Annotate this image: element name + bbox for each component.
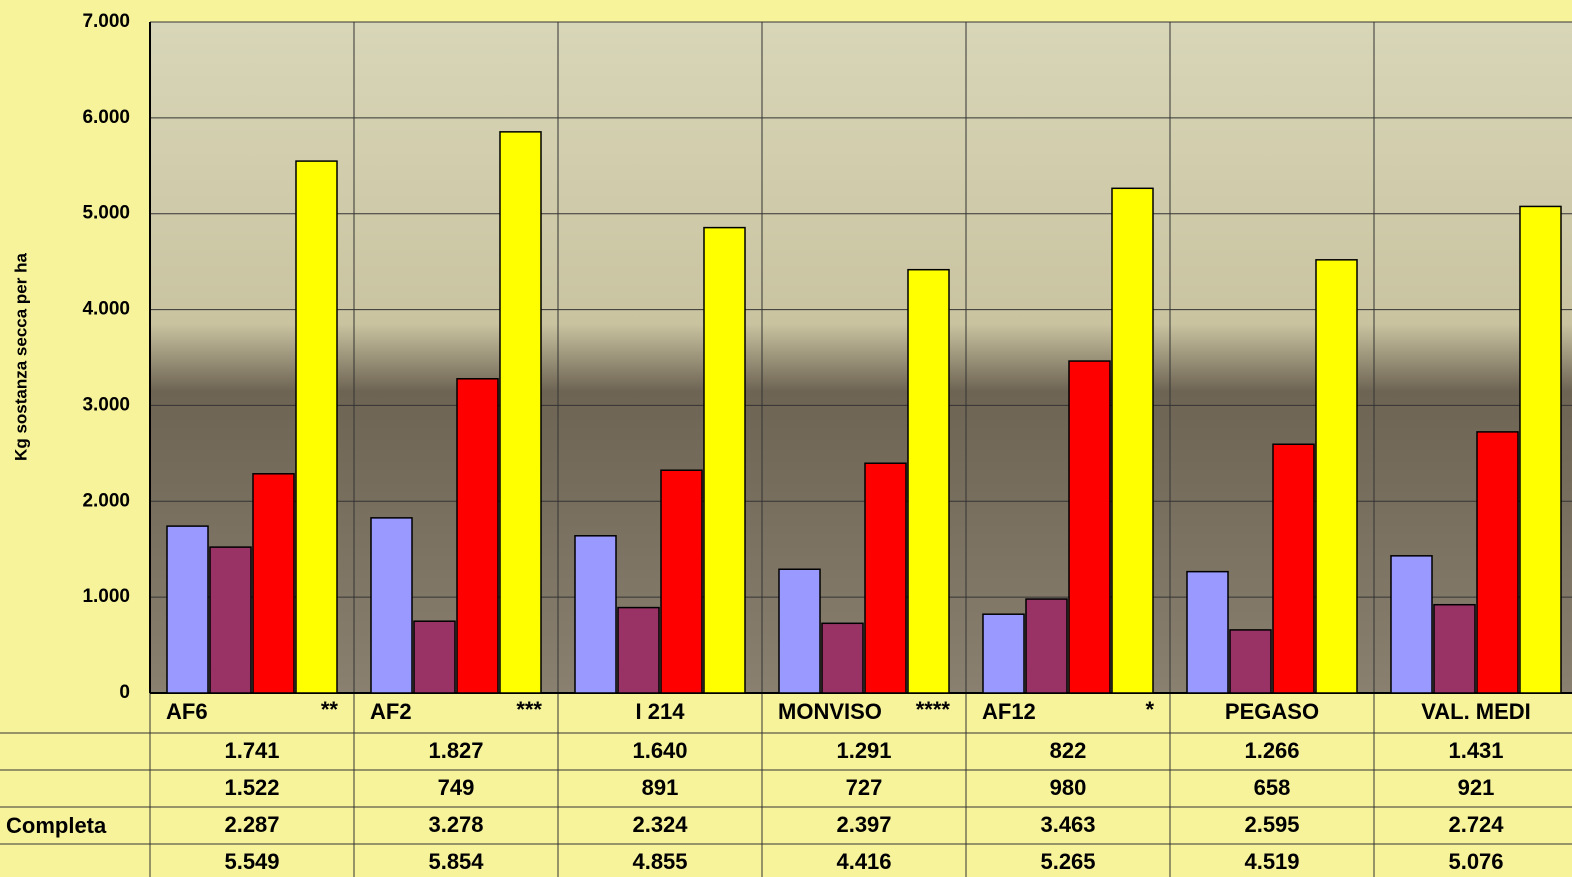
table-value: 980 <box>1050 775 1087 800</box>
category-marker: *** <box>516 697 542 722</box>
bar <box>167 526 208 693</box>
bar <box>983 614 1024 693</box>
y-tick-label: 2.000 <box>82 490 130 511</box>
bar <box>865 463 906 693</box>
table-value: 1.266 <box>1244 738 1299 763</box>
table-value: 5.854 <box>428 849 484 874</box>
bar <box>1230 630 1271 693</box>
table-value: 727 <box>846 775 883 800</box>
bar <box>210 547 251 693</box>
table-value: 1.640 <box>632 738 687 763</box>
table-value: 4.416 <box>836 849 891 874</box>
y-tick-label: 3.000 <box>82 394 130 415</box>
y-tick-label: 6.000 <box>82 107 130 128</box>
bar <box>457 379 498 693</box>
bar <box>1273 444 1314 693</box>
table-value: 2.595 <box>1244 812 1299 837</box>
table-value: 1.522 <box>224 775 279 800</box>
table-value: 4.855 <box>632 849 687 874</box>
table-value: 2.724 <box>1448 812 1504 837</box>
bar <box>1187 572 1228 693</box>
x-tick-label: PEGASO <box>1225 699 1319 724</box>
table-value: 5.549 <box>224 849 279 874</box>
y-tick-label: 1.000 <box>82 586 130 607</box>
bar <box>1520 206 1561 693</box>
bar <box>296 161 337 693</box>
table-value: 2.324 <box>632 812 688 837</box>
category-marker: ** <box>321 697 339 722</box>
table-value: 891 <box>642 775 679 800</box>
plot-area <box>150 22 1572 693</box>
table-value: 1.741 <box>224 738 279 763</box>
bar <box>1316 260 1357 693</box>
bar <box>414 621 455 693</box>
y-tick-label: 7.000 <box>82 11 130 32</box>
table-value: 1.291 <box>836 738 891 763</box>
x-tick-label: MONVISO <box>778 699 882 724</box>
bar <box>575 536 616 693</box>
x-tick-label: AF12 <box>982 699 1036 724</box>
bar <box>661 470 702 693</box>
table-value: 658 <box>1254 775 1291 800</box>
table-value: 749 <box>438 775 475 800</box>
table-value: 1.827 <box>428 738 483 763</box>
table-value: 2.287 <box>224 812 279 837</box>
category-marker: **** <box>916 697 951 722</box>
table-value: 5.265 <box>1040 849 1095 874</box>
bar <box>1026 599 1067 693</box>
x-tick-label: AF6 <box>166 699 208 724</box>
category-marker: * <box>1145 697 1154 722</box>
bar <box>1112 188 1153 693</box>
bar <box>500 132 541 693</box>
bar <box>253 474 294 693</box>
x-tick-label: I 214 <box>636 699 686 724</box>
table-value: 822 <box>1050 738 1087 763</box>
bar <box>1391 556 1432 693</box>
y-tick-label: 5.000 <box>82 203 130 224</box>
bar <box>1477 432 1518 693</box>
table-value: 5.076 <box>1448 849 1503 874</box>
bar <box>908 270 949 693</box>
bar <box>371 518 412 693</box>
table-value: 921 <box>1458 775 1495 800</box>
bar <box>704 228 745 693</box>
y-tick-label: 0 <box>119 682 130 703</box>
bar <box>1069 361 1110 693</box>
table-value: 4.519 <box>1244 849 1299 874</box>
x-tick-label: VAL. MEDI <box>1421 699 1531 724</box>
chart: Kg sostanza secca per ha 0 1.000 2.000 3.00… <box>0 0 1572 877</box>
y-axis-label: Kg sostanza secca per ha <box>11 253 30 461</box>
bar <box>1434 605 1475 693</box>
table-value: 2.397 <box>836 812 891 837</box>
bar <box>618 608 659 693</box>
table-value: 1.431 <box>1448 738 1503 763</box>
x-tick-label: AF2 <box>370 699 412 724</box>
table-value: 3.463 <box>1040 812 1095 837</box>
legend-label: Completa <box>6 813 107 838</box>
bar <box>779 569 820 693</box>
table-value: 3.278 <box>428 812 483 837</box>
y-tick-label: 4.000 <box>82 299 130 320</box>
bar <box>822 623 863 693</box>
